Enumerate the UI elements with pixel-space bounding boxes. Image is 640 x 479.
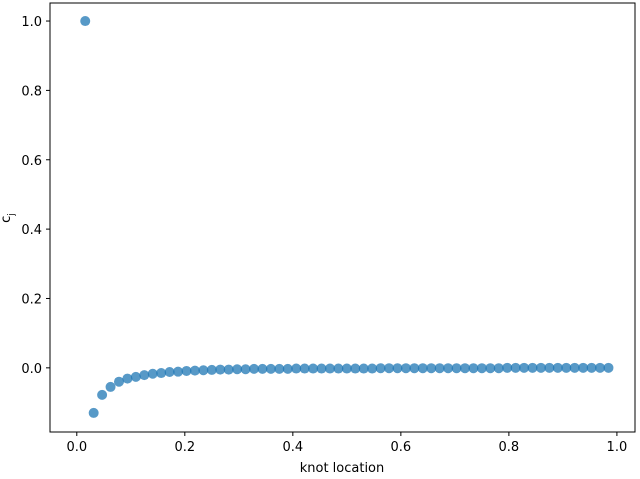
y-axis-label-base: c <box>0 216 14 223</box>
y-axis-label-sub: j <box>7 213 17 217</box>
y-tick-label: 0.4 <box>21 223 42 238</box>
point <box>173 366 184 377</box>
point <box>443 363 454 374</box>
plot-frame <box>49 2 636 433</box>
point <box>459 363 470 374</box>
point <box>130 371 141 382</box>
point <box>333 363 344 374</box>
y-tick-label: 0.6 <box>21 154 42 169</box>
x-tick-label: 0.6 <box>391 440 412 455</box>
point <box>97 389 108 400</box>
point <box>147 368 158 379</box>
point <box>409 363 420 374</box>
point <box>358 363 369 374</box>
x-tick-label: 0.2 <box>174 440 195 455</box>
point <box>426 363 437 374</box>
point <box>400 363 411 374</box>
point <box>476 363 487 374</box>
point <box>350 363 361 374</box>
point <box>274 363 285 374</box>
point <box>105 381 116 392</box>
point <box>434 363 445 374</box>
point <box>156 368 167 379</box>
point <box>603 362 614 373</box>
point <box>189 365 200 376</box>
y-axis-label: cj <box>0 213 17 223</box>
y-tick-label: 0.2 <box>21 292 42 307</box>
point <box>249 363 260 374</box>
point <box>215 364 226 375</box>
point <box>595 362 606 373</box>
point <box>527 362 538 373</box>
point <box>485 363 496 374</box>
point <box>341 363 352 374</box>
point <box>552 362 563 373</box>
point <box>88 407 99 418</box>
x-tick-label: 1.0 <box>607 440 628 455</box>
x-tick-label: 0.0 <box>66 440 87 455</box>
y-tick-label: 0.0 <box>21 362 42 377</box>
point <box>510 362 521 373</box>
point <box>206 364 217 375</box>
point <box>122 373 133 384</box>
point <box>257 363 268 374</box>
x-tick-label: 0.8 <box>499 440 520 455</box>
y-tick-label: 0.8 <box>21 84 42 99</box>
point <box>316 363 327 374</box>
x-tick-label: 0.4 <box>282 440 303 455</box>
point <box>502 362 513 373</box>
point <box>392 363 403 374</box>
point <box>80 16 91 27</box>
x-axis-label: knot location <box>300 461 385 476</box>
point <box>569 362 580 373</box>
point <box>493 363 504 374</box>
point <box>240 364 251 375</box>
point <box>468 363 479 374</box>
point <box>265 363 276 374</box>
point <box>561 362 572 373</box>
point <box>367 363 378 374</box>
point <box>535 362 546 373</box>
point <box>586 362 597 373</box>
point <box>308 363 319 374</box>
point <box>578 362 589 373</box>
point <box>232 364 243 375</box>
point <box>375 363 386 374</box>
point <box>291 363 302 374</box>
point <box>519 362 530 373</box>
point <box>417 363 428 374</box>
y-tick-label: 1.0 <box>21 15 42 30</box>
point <box>451 363 462 374</box>
point <box>324 363 335 374</box>
point <box>384 363 395 374</box>
point <box>139 370 150 381</box>
point <box>282 363 293 374</box>
point <box>113 376 124 387</box>
point <box>181 365 192 376</box>
point <box>164 367 175 378</box>
point <box>198 365 209 376</box>
point <box>544 362 555 373</box>
point <box>299 363 310 374</box>
point <box>223 364 234 375</box>
